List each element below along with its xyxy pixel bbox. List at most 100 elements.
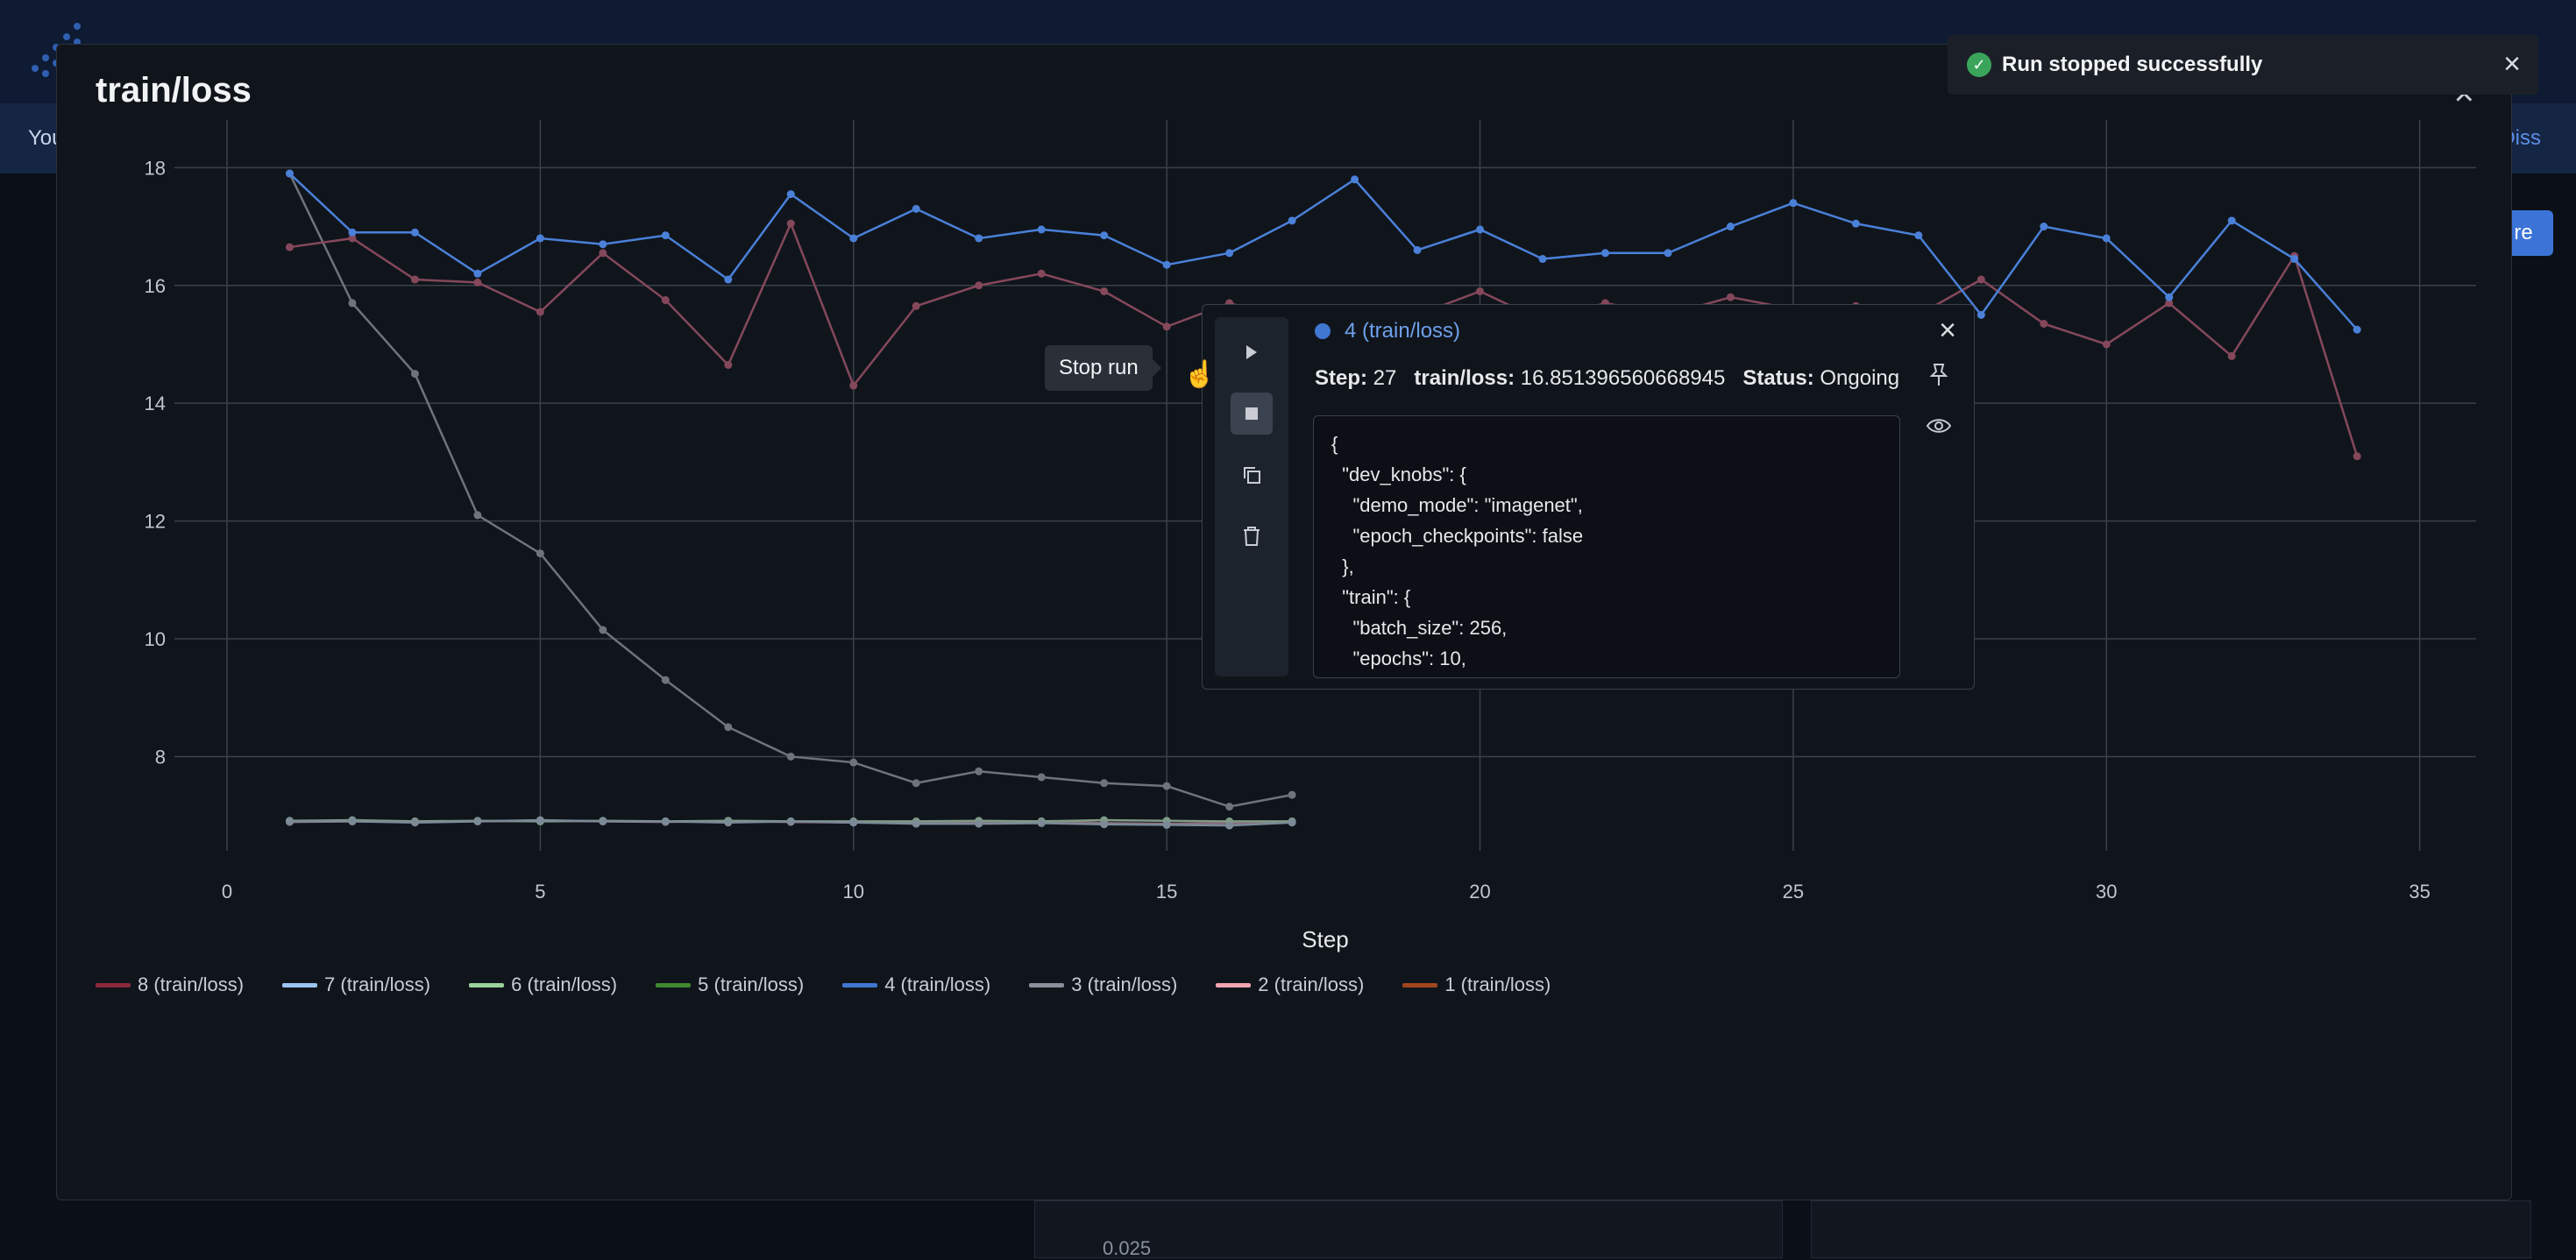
data-point <box>536 308 544 316</box>
legend-swatch <box>1216 982 1252 987</box>
data-point <box>975 819 983 828</box>
modal-title: train/loss <box>96 71 252 110</box>
play-icon <box>1246 345 1257 359</box>
x-tick-label: 0 <box>222 881 232 903</box>
data-point <box>2352 325 2361 334</box>
data-point <box>536 234 544 243</box>
data-point <box>724 723 733 732</box>
data-point <box>1225 249 1234 258</box>
stop-run-tooltip: Stop run <box>1045 345 1161 391</box>
data-point <box>849 234 858 243</box>
data-point <box>724 275 733 284</box>
metric-modal: train/loss × 0 5 10 15 20 25 30 35 8 10 12 14 16 18 St… <box>56 44 2512 1200</box>
series-line <box>288 173 1293 808</box>
metric-label: train/loss: <box>1414 366 1515 390</box>
data-point <box>1037 818 1046 827</box>
run-name-link[interactable]: 4 (train/loss) <box>1315 319 1460 343</box>
legend-item[interactable]: 8 (train/loss) <box>96 973 244 996</box>
legend-item[interactable]: 6 (train/loss) <box>469 973 617 996</box>
data-point <box>661 676 670 684</box>
legend-item[interactable]: 2 (train/loss) <box>1216 973 1364 996</box>
data-point <box>1664 249 1672 258</box>
data-point <box>473 511 482 520</box>
stop-icon <box>1245 407 1258 420</box>
metric-value: 16.851396560668945 <box>1520 366 1726 390</box>
data-point <box>786 219 795 228</box>
legend-item[interactable]: 1 (train/loss) <box>1402 973 1551 996</box>
data-point <box>348 299 357 308</box>
data-point <box>786 817 795 825</box>
x-tick-label: 5 <box>535 881 545 903</box>
legend-swatch <box>656 982 692 987</box>
trash-icon <box>1244 527 1260 546</box>
data-point <box>1476 287 1485 295</box>
data-point <box>975 767 983 775</box>
data-point <box>599 249 607 258</box>
run-name-text: 4 (train/loss) <box>1345 319 1461 343</box>
data-point <box>912 819 920 828</box>
x-tick-label: 15 <box>1156 881 1177 903</box>
data-point <box>1100 231 1109 240</box>
background-sidebar <box>0 173 58 1256</box>
run-config-json[interactable]: { "dev_knobs": { "demo_mode": "imagenet"… <box>1313 415 1900 678</box>
legend-label: 5 (train/loss) <box>698 973 805 995</box>
stop-run-button[interactable] <box>1231 393 1273 435</box>
legend-item[interactable]: 4 (train/loss) <box>842 973 990 996</box>
x-tick-label: 35 <box>2409 881 2430 903</box>
data-point <box>1162 820 1171 829</box>
data-point <box>285 817 294 825</box>
data-point <box>536 816 544 825</box>
data-point <box>599 626 607 634</box>
data-point <box>410 228 419 237</box>
duplicate-run-button[interactable] <box>1231 454 1273 496</box>
data-point <box>1225 803 1234 811</box>
pin-popup-button[interactable] <box>1923 363 1955 394</box>
data-point <box>661 296 670 305</box>
data-point <box>849 818 858 827</box>
eye-icon <box>1926 419 1952 433</box>
data-point <box>599 817 607 825</box>
legend-swatch <box>842 982 878 987</box>
data-point <box>2352 452 2361 461</box>
play-run-button[interactable] <box>1231 331 1273 373</box>
run-point-info: Step: 27 train/loss: 16.851396560668945 … <box>1315 366 1899 391</box>
data-point <box>1100 287 1109 295</box>
legend-item[interactable]: 7 (train/loss) <box>282 973 430 996</box>
x-axis-label: Step <box>1302 926 1349 952</box>
data-point <box>2102 234 2111 243</box>
run-color-dot <box>1315 323 1331 339</box>
data-point <box>285 169 294 178</box>
data-point <box>912 204 920 213</box>
popup-close-button[interactable]: × <box>1939 314 1956 347</box>
legend-label: 2 (train/loss) <box>1258 973 1365 995</box>
chart-legend: 8 (train/loss) 7 (train/loss) 6 (train/los… <box>96 973 1589 996</box>
legend-item[interactable]: 5 (train/loss) <box>656 973 804 996</box>
data-point <box>1037 225 1046 234</box>
legend-swatch <box>469 982 505 987</box>
delete-run-button[interactable] <box>1231 515 1273 557</box>
legend-item[interactable]: 3 (train/loss) <box>1029 973 1177 996</box>
data-point <box>410 370 419 379</box>
x-tick-label: 10 <box>843 881 864 903</box>
legend-label: 3 (train/loss) <box>1071 973 1178 995</box>
data-point <box>661 817 670 825</box>
y-tick-label: 12 <box>145 511 166 533</box>
y-tick-label: 16 <box>145 275 166 297</box>
x-tick-label: 30 <box>2096 881 2117 903</box>
toast-close-button[interactable]: × <box>2503 47 2521 81</box>
data-point <box>1162 782 1171 790</box>
step-value: 27 <box>1373 366 1397 390</box>
data-point <box>1600 249 1609 258</box>
toggle-visibility-button[interactable] <box>1923 414 1955 445</box>
legend-label: 6 (train/loss) <box>511 973 618 995</box>
data-point <box>1162 322 1171 331</box>
data-point <box>1789 199 1798 208</box>
data-point <box>2040 319 2048 328</box>
data-point <box>1538 255 1547 264</box>
data-point <box>912 301 920 310</box>
data-point <box>2165 299 2174 308</box>
data-point <box>1976 275 1985 284</box>
data-point <box>2040 223 2048 231</box>
data-point <box>1288 216 1296 225</box>
data-point <box>849 381 858 390</box>
